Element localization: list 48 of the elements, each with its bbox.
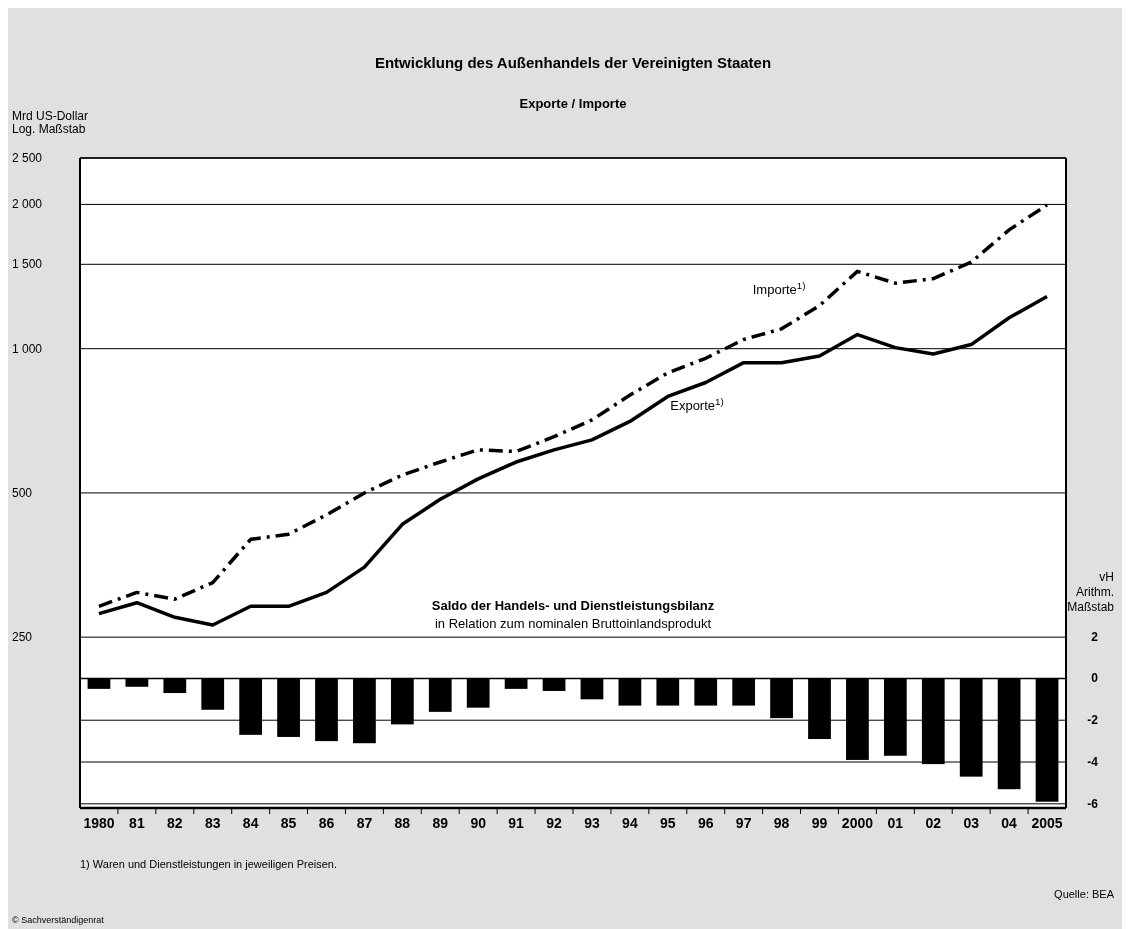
y2-tick-label: -6 xyxy=(1087,796,1099,811)
x-tick-label: 1980 xyxy=(83,815,115,831)
series-label: Importe$^{1)}$ xyxy=(752,279,806,297)
annotation: Saldo der Handels- und Dienstleistungsbilanz xyxy=(431,598,715,613)
y-tick-label: 250 xyxy=(12,630,33,645)
y-tick-label: 1 000 xyxy=(12,341,43,356)
y-tick-label: 2 500 xyxy=(12,151,43,165)
y-tick-label: 1 500 xyxy=(12,257,43,272)
y-axis-title: Mrd US-Dollar Log. Maßstab xyxy=(12,109,89,136)
x-tick-label: 82 xyxy=(167,815,183,831)
y2-tick-label: 2 xyxy=(1091,629,1099,644)
x-tick-label: 95 xyxy=(660,815,676,831)
x-tick-label: 88 xyxy=(394,815,411,831)
x-tick-label: 83 xyxy=(204,815,221,831)
y2-tick-label: -4 xyxy=(1087,755,1099,770)
x-tick-label: 99 xyxy=(811,815,828,831)
annotation: in Relation zum nominalen Bruttoinlandsprodukt xyxy=(434,616,712,631)
y2-tick-label: -2 xyxy=(1087,713,1099,728)
source-note: Quelle: BEA xyxy=(1054,888,1115,900)
y2-axis-title: vH Arithm. Maßstab xyxy=(1067,569,1115,614)
x-tick-label: 03 xyxy=(963,815,980,831)
x-tick-label: 98 xyxy=(773,815,790,831)
x-tick-label: 96 xyxy=(697,815,714,831)
x-tick-label: 2005 xyxy=(1031,815,1063,831)
y2-tick-label: 0 xyxy=(1091,671,1099,686)
x-tick-label: 87 xyxy=(356,815,373,831)
x-tick-label: 90 xyxy=(470,815,487,831)
chart-subtitle: Exporte / Importe xyxy=(519,96,627,111)
x-tick-label: 04 xyxy=(1001,815,1018,831)
x-tick-label: 01 xyxy=(887,815,904,831)
x-tick-label: 97 xyxy=(735,815,752,831)
text: 1) Waren und Dienstleistungen in jeweiligen Preisen. xyxy=(80,858,338,870)
x-tick-label: 84 xyxy=(242,815,259,831)
text: © Sachverständigenrat xyxy=(12,915,105,925)
y-tick-label: 500 xyxy=(12,485,33,500)
x-tick-label: 86 xyxy=(318,815,335,831)
series-label: Exporte$^{1)}$ xyxy=(670,396,724,414)
x-tick-label: 94 xyxy=(622,815,638,831)
x-tick-label: 2000 xyxy=(841,815,874,831)
x-tick-label: 93 xyxy=(584,815,600,831)
y-tick-label: 2 000 xyxy=(12,197,43,212)
x-tick-label: 92 xyxy=(546,815,563,831)
x-tick-label: 02 xyxy=(925,815,942,831)
x-tick-label: 85 xyxy=(280,815,297,831)
x-tick-label: 81 xyxy=(129,815,145,831)
chart-title: Entwicklung des Außenhandels der Vereinigten Staaten xyxy=(374,54,772,71)
x-tick-label: 91 xyxy=(508,815,525,831)
x-tick-label: 89 xyxy=(432,815,449,831)
